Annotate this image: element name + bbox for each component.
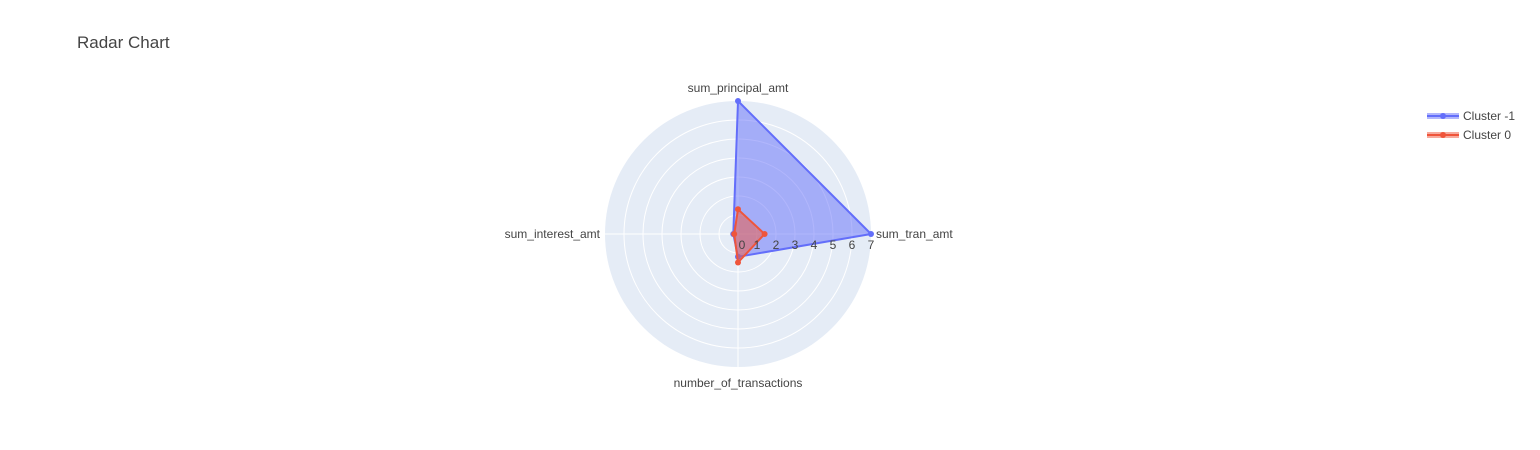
radial-tick-label-1: 1 xyxy=(754,238,761,252)
radial-tick-label-3: 3 xyxy=(792,238,799,252)
chart-title: Radar Chart xyxy=(77,33,170,52)
legend: Cluster -1 Cluster 0 xyxy=(1427,106,1515,144)
legend-swatch-cluster-minus-1 xyxy=(1427,112,1459,119)
series-1-point-3 xyxy=(735,259,741,266)
legend-label-cluster-0: Cluster 0 xyxy=(1463,127,1512,142)
series-0-point-0 xyxy=(868,231,874,237)
radial-tick-label-5: 5 xyxy=(830,238,837,252)
axis-label-sum_interest_amt: sum_interest_amt xyxy=(505,227,601,241)
radial-tick-label-4: 4 xyxy=(811,238,818,252)
legend-item-cluster-minus-1[interactable]: Cluster -1 xyxy=(1427,106,1515,125)
series-1-point-1 xyxy=(735,206,741,213)
legend-item-cluster-0[interactable]: Cluster 0 xyxy=(1427,125,1515,144)
legend-swatch-cluster-0 xyxy=(1427,131,1459,138)
axis-label-number_of_transactions: number_of_transactions xyxy=(674,376,803,390)
axis-label-sum_principal_amt: sum_principal_amt xyxy=(688,81,789,95)
radial-tick-label-2: 2 xyxy=(773,238,780,252)
legend-label-cluster-minus-1: Cluster -1 xyxy=(1463,108,1516,123)
series-1-point-2 xyxy=(731,231,738,237)
series-1-point-0 xyxy=(761,231,768,237)
radial-tick-label-6: 6 xyxy=(849,238,856,252)
radial-tick-label-7: 7 xyxy=(868,238,875,252)
series-0-point-1 xyxy=(735,98,741,104)
radial-tick-label-0: 0 xyxy=(739,238,746,252)
axis-label-sum_tran_amt: sum_tran_amt xyxy=(876,227,953,241)
